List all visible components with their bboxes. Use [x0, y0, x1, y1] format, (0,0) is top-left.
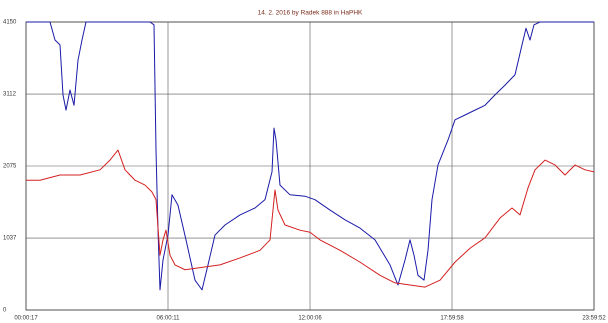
y-tick-label: 1037 [3, 236, 17, 242]
chart-title: 14. 2. 2016 by Radek 888 in HaPHK [258, 10, 363, 17]
y-tick-label: 2075 [3, 164, 17, 170]
data-line [26, 21, 594, 291]
x-tick-label: 12:00:06 [298, 316, 322, 322]
x-tick-label: 00:00:17 [14, 316, 38, 322]
y-tick-label: 0 [3, 308, 7, 314]
x-tick-label: 06:00:11 [157, 316, 181, 322]
data-line [26, 149, 595, 288]
x-tick-label: 17:59:58 [440, 316, 464, 322]
y-tick-label: 3112 [3, 92, 17, 98]
x-tick-label: 23:59:52 [582, 316, 606, 322]
y-tick-label: 4150 [3, 20, 17, 26]
